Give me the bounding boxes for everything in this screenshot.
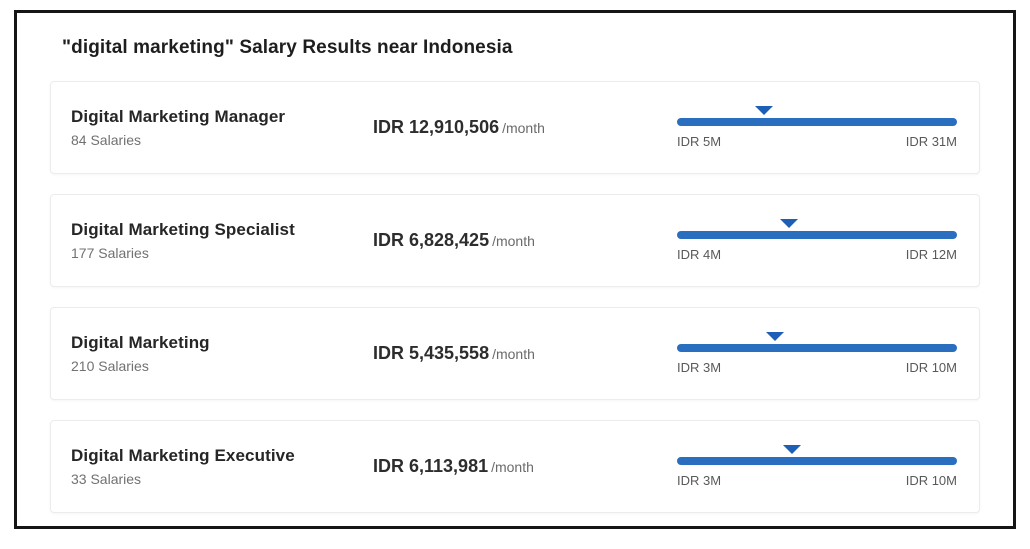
salary-period: /month (492, 346, 535, 362)
range-min-label: IDR 3M (677, 473, 722, 488)
job-title: Digital Marketing Specialist (71, 220, 295, 239)
salary-marker-icon (754, 106, 773, 115)
marker-track (677, 219, 957, 228)
salary-range-bar (677, 118, 957, 126)
salary-range-slider: IDR 3M IDR 10M (677, 445, 957, 488)
marker-track (677, 445, 957, 454)
marker-track (677, 332, 957, 341)
salary-result-card[interactable]: Digital Marketing Specialist 177 Salarie… (50, 194, 980, 287)
salary-range-slider: IDR 4M IDR 12M (677, 219, 957, 262)
salary-amount: IDR 6,828,425 (373, 230, 490, 250)
salary-marker-icon (766, 332, 784, 341)
page-title: "digital marketing" Salary Results near … (62, 37, 513, 58)
range-min-label: IDR 5M (677, 134, 722, 149)
salaries-count: 210 Salaries (71, 358, 149, 374)
salaries-count: 33 Salaries (71, 471, 142, 487)
salary-amount: IDR 5,435,558 (373, 343, 490, 363)
salary-range-bar (677, 457, 957, 465)
salary-period: /month (491, 459, 534, 475)
salary-result-card[interactable]: Digital Marketing Manager 84 Salaries ID… (50, 81, 980, 174)
job-title: Digital Marketing (71, 333, 210, 352)
job-title: Digital Marketing Manager (71, 107, 286, 126)
salary-period: /month (502, 120, 545, 136)
range-max-label: IDR 12M (905, 247, 957, 262)
salary-range-bar (677, 231, 957, 239)
salary-range-slider: IDR 3M IDR 10M (677, 332, 957, 375)
job-title: Digital Marketing Executive (71, 446, 295, 465)
marker-track (677, 106, 957, 115)
salary-amount: IDR 12,910,506 (373, 117, 500, 137)
salary-range-bar (677, 344, 957, 352)
salary-result-card[interactable]: Digital Marketing 210 Salaries IDR 5,435… (50, 307, 980, 400)
range-min-label: IDR 4M (677, 247, 722, 262)
range-max-label: IDR 10M (905, 473, 957, 488)
range-min-label: IDR 3M (677, 360, 722, 375)
salary-marker-icon (780, 219, 798, 228)
range-max-label: IDR 10M (905, 360, 957, 375)
salary-amount: IDR 6,113,981 (373, 456, 489, 476)
salary-result-card[interactable]: Digital Marketing Executive 33 Salaries … (50, 420, 980, 513)
range-max-label: IDR 31M (905, 134, 957, 149)
salary-marker-icon (782, 445, 801, 454)
salary-range-slider: IDR 5M IDR 31M (677, 106, 957, 149)
salaries-count: 177 Salaries (71, 245, 149, 261)
salary-period: /month (492, 233, 535, 249)
salaries-count: 84 Salaries (71, 132, 142, 148)
results-panel: "digital marketing" Salary Results near … (14, 10, 1016, 529)
